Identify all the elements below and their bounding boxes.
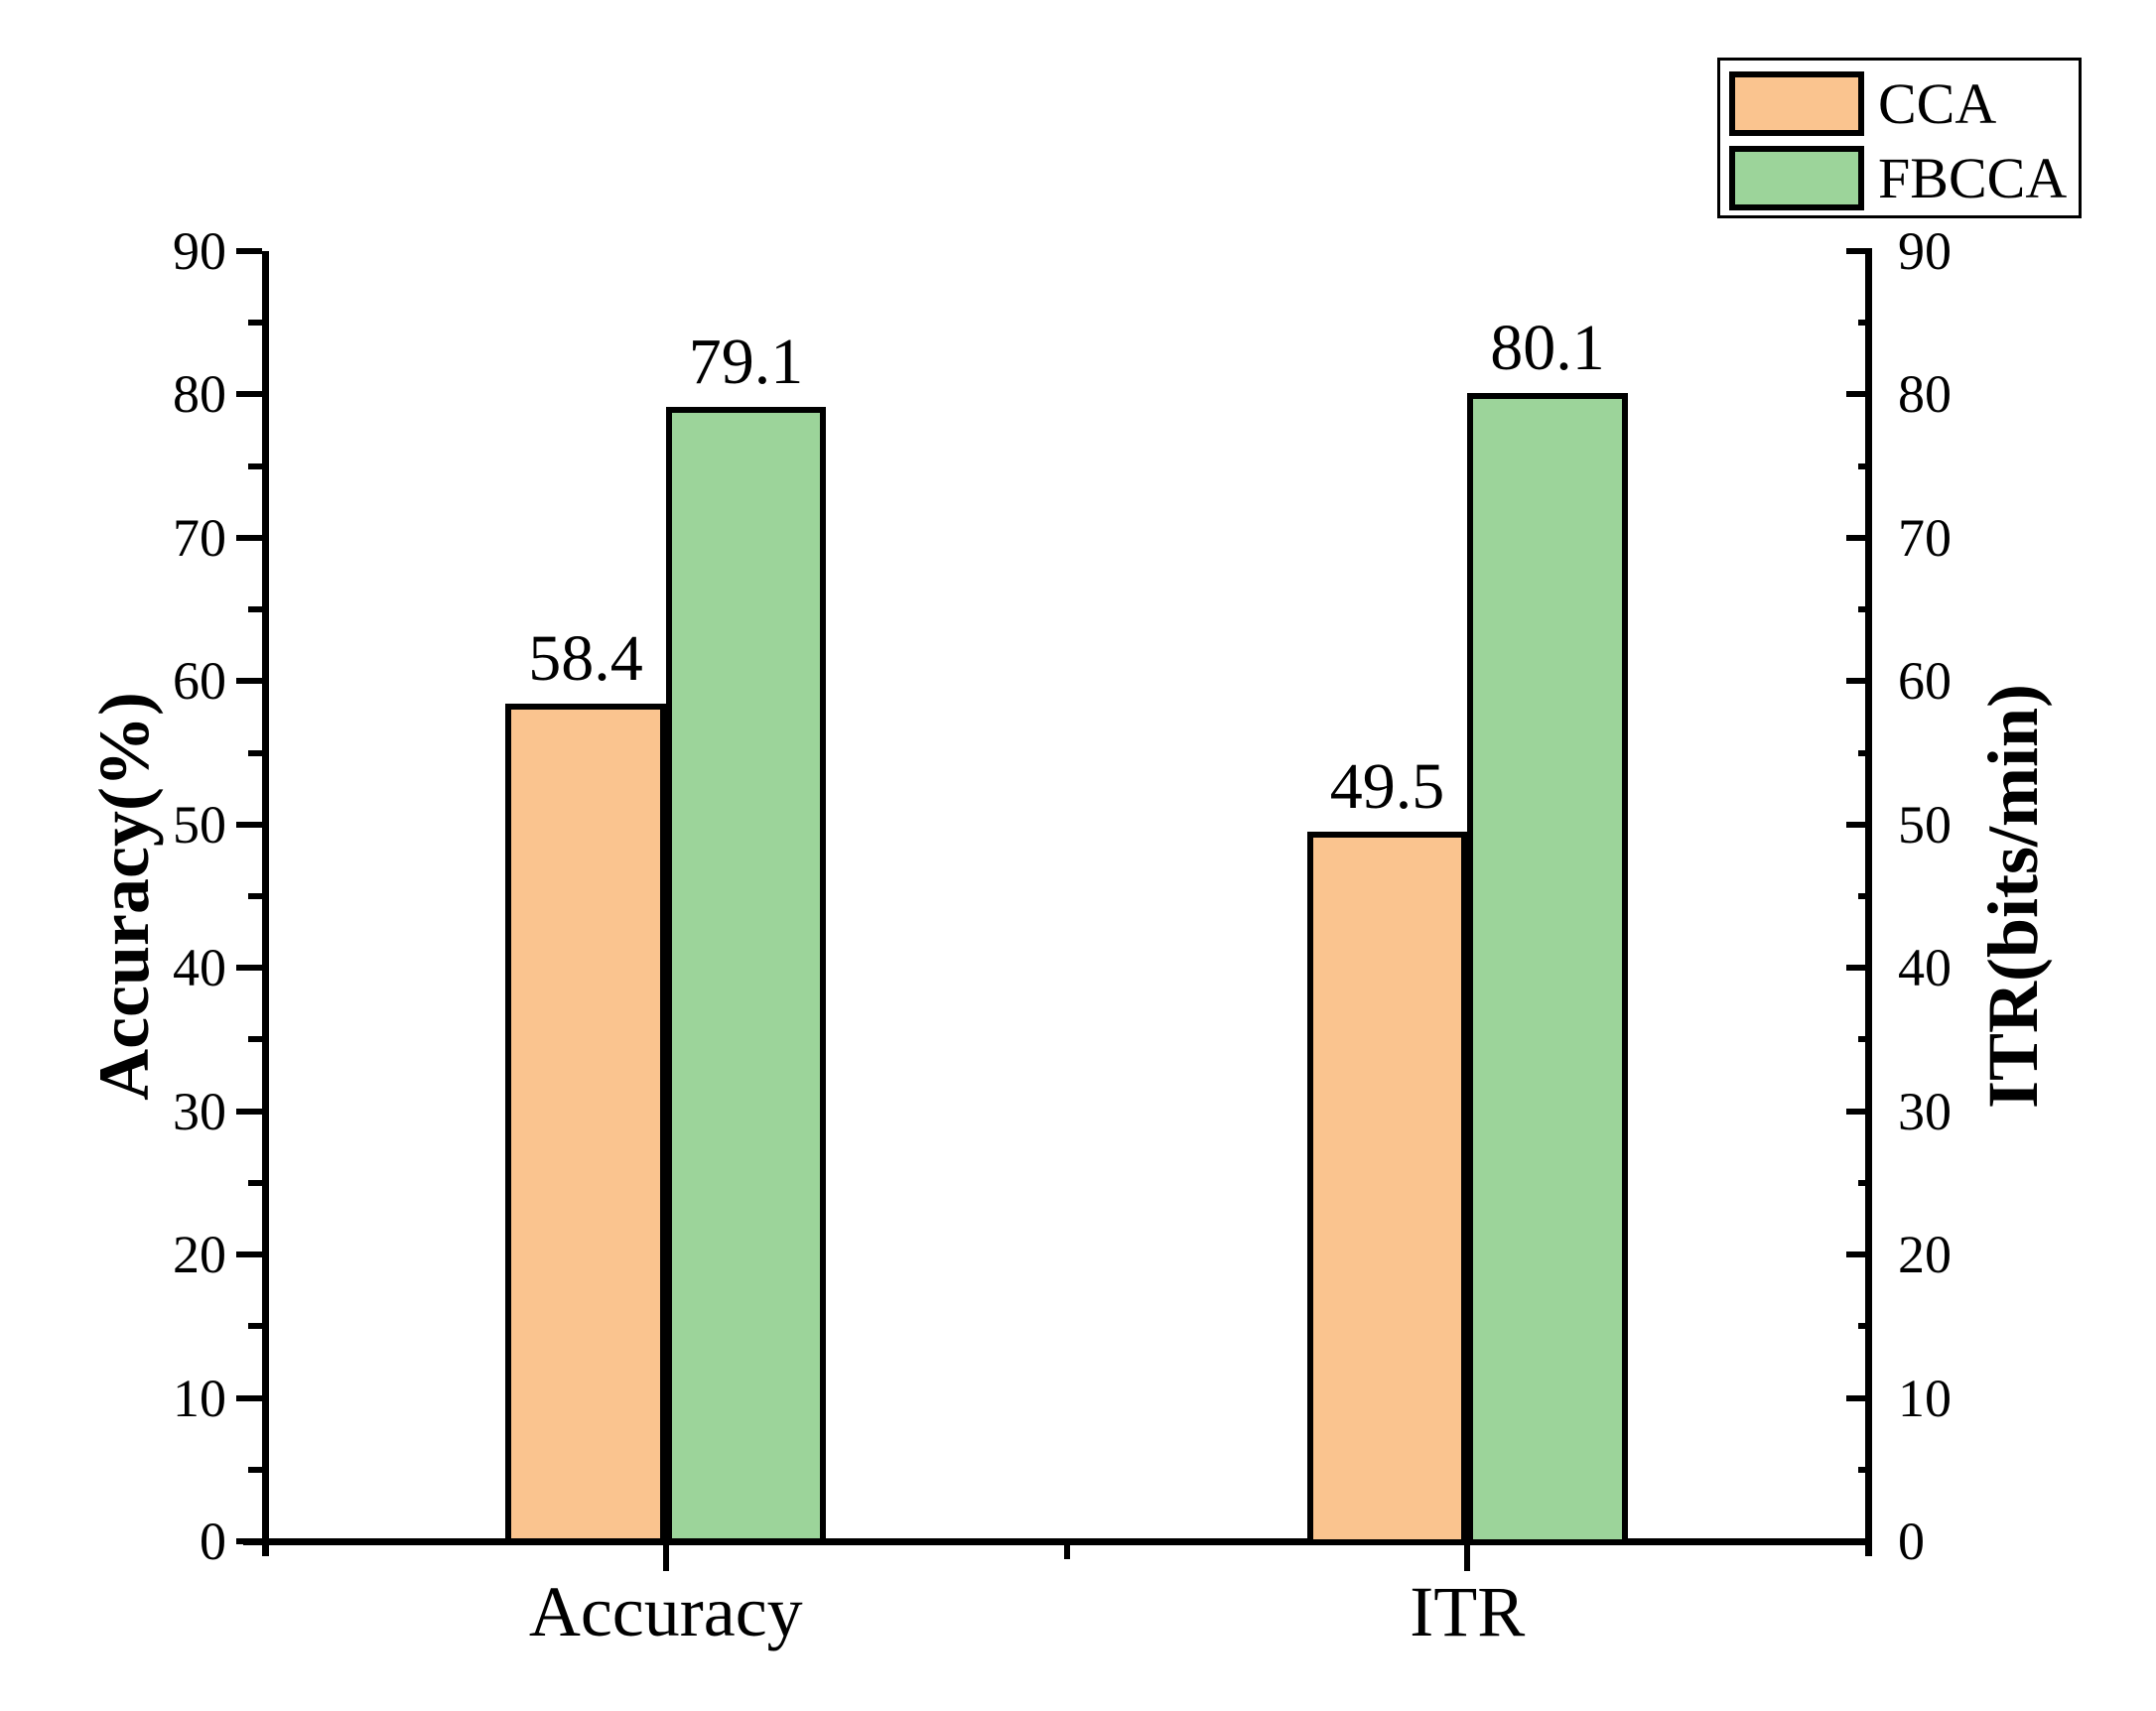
right-axis-major-tick	[1845, 534, 1872, 541]
right-axis-major-tick	[1845, 821, 1872, 828]
category-label-accuracy: Accuracy	[528, 1572, 803, 1651]
left-axis-minor-tick	[247, 893, 262, 899]
left-axis-minor-tick	[247, 1466, 262, 1473]
right-axis-major-tick	[1845, 965, 1872, 972]
left-axis-tick-label: 20	[173, 1225, 226, 1285]
left-axis-minor-tick	[247, 1036, 262, 1043]
right-axis-minor-tick	[1857, 320, 1872, 327]
left-axis-minor-tick	[247, 606, 262, 613]
left-axis-major-tick	[235, 248, 262, 254]
left-axis-major-tick	[235, 821, 262, 828]
right-axis-tick-label: 80	[1898, 364, 1952, 425]
right-axis-tick-label: 0	[1898, 1512, 1925, 1571]
left-axis-tick-label: 60	[173, 651, 226, 712]
x-axis-line	[243, 1537, 1871, 1545]
left-axis-major-tick	[235, 1108, 262, 1115]
legend-label: CCA	[1878, 70, 1997, 136]
right-axis-line	[1864, 251, 1872, 1556]
left-axis-tick-label: 0	[200, 1512, 226, 1571]
x-axis-minor-tick	[1063, 1544, 1070, 1559]
left-axis-minor-tick	[247, 1179, 262, 1186]
right-axis-tick-label: 70	[1898, 507, 1952, 568]
legend-item-cca: CCA	[1729, 71, 2079, 136]
left-axis-major-tick	[235, 391, 262, 398]
left-axis-minor-tick	[247, 320, 262, 327]
x-axis-major-tick	[662, 1544, 669, 1571]
right-axis-major-tick	[1845, 1538, 1872, 1544]
value-label-cca-accuracy: 58.4	[528, 622, 643, 696]
bar-fbcca-accuracy	[665, 407, 827, 1545]
left-axis-major-tick	[235, 1394, 262, 1401]
right-axis-tick-label: 20	[1898, 1225, 1952, 1285]
legend-swatch-fbcca	[1729, 146, 1864, 210]
right-axis-major-tick	[1845, 1394, 1872, 1401]
right-axis-minor-tick	[1857, 1036, 1872, 1043]
right-axis-minor-tick	[1857, 462, 1872, 469]
right-axis-minor-tick	[1857, 1323, 1872, 1330]
left-axis-title: Accuracy(%)	[84, 692, 164, 1101]
right-axis-minor-tick	[1857, 749, 1872, 756]
right-axis-minor-tick	[1857, 1466, 1872, 1473]
x-axis-major-tick	[1464, 1544, 1471, 1571]
right-axis-minor-tick	[1857, 893, 1872, 899]
left-axis-tick-label: 90	[173, 221, 226, 281]
bar-cca-accuracy	[505, 704, 666, 1545]
left-axis-tick-label: 10	[173, 1368, 226, 1428]
right-axis-tick-label: 60	[1898, 651, 1952, 712]
right-axis-tick-label: 90	[1898, 221, 1952, 281]
category-label-itr: ITR	[1410, 1572, 1526, 1651]
left-axis-tick-label: 70	[173, 507, 226, 568]
legend-label: FBCCA	[1878, 145, 2068, 210]
legend-item-fbcca: FBCCA	[1729, 146, 2079, 210]
right-axis-tick-label: 30	[1898, 1081, 1952, 1141]
left-axis-minor-tick	[247, 749, 262, 756]
right-axis-tick-label: 10	[1898, 1368, 1952, 1428]
right-axis-major-tick	[1845, 248, 1872, 254]
right-axis-tick-label: 50	[1898, 794, 1952, 855]
left-axis-line	[261, 251, 269, 1556]
legend: CCA FBCCA	[1717, 58, 2082, 218]
right-axis-major-tick	[1845, 391, 1872, 398]
value-label-cca-itr: 49.5	[1329, 750, 1445, 823]
right-axis-major-tick	[1845, 678, 1872, 685]
left-axis-tick-label: 30	[173, 1081, 226, 1141]
left-axis-major-tick	[235, 1538, 262, 1544]
right-axis-tick-label: 40	[1898, 938, 1952, 998]
right-axis-major-tick	[1845, 1108, 1872, 1115]
bar-fbcca-itr	[1467, 393, 1628, 1545]
left-axis-tick-label: 80	[173, 364, 226, 425]
left-axis-tick-label: 40	[173, 938, 226, 998]
left-axis-major-tick	[235, 1251, 262, 1258]
right-axis-minor-tick	[1857, 1179, 1872, 1186]
value-label-fbcca-itr: 80.1	[1490, 312, 1605, 384]
left-axis-major-tick	[235, 965, 262, 972]
legend-swatch-cca	[1729, 71, 1864, 136]
left-axis-minor-tick	[247, 462, 262, 469]
value-label-fbcca-accuracy: 79.1	[688, 326, 804, 399]
left-axis-major-tick	[235, 678, 262, 685]
right-axis-title: ITR(bits/min)	[1973, 683, 2053, 1110]
bar-cca-itr	[1306, 832, 1468, 1545]
left-axis-minor-tick	[247, 1323, 262, 1330]
left-axis-tick-label: 50	[173, 794, 226, 855]
left-axis-major-tick	[235, 534, 262, 541]
right-axis-major-tick	[1845, 1251, 1872, 1258]
right-axis-minor-tick	[1857, 606, 1872, 613]
